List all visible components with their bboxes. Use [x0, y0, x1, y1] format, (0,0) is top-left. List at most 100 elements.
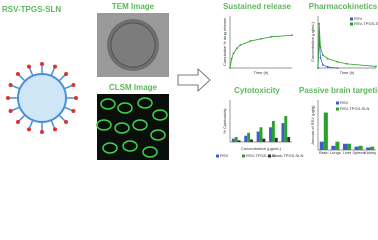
bar: [347, 143, 352, 150]
x-tick-label: Kidney: [364, 150, 376, 155]
spike-tip: [26, 64, 31, 69]
x-axis-label: Time (h): [254, 70, 269, 75]
legend-swatch: [242, 154, 245, 158]
legend-label: Blank-TPGS-SLN: [272, 153, 303, 158]
x-tick-label: Lungs: [330, 150, 341, 155]
clsm-label: CLSM Image: [109, 83, 158, 92]
bar: [271, 121, 275, 142]
bar: [244, 135, 248, 142]
spike-tip: [8, 109, 13, 114]
y-axis-label: % Cytotoxicity: [222, 108, 227, 133]
legend-swatch: [268, 154, 271, 158]
spike-tip: [15, 120, 20, 125]
spike-tip: [26, 127, 31, 132]
bar: [274, 137, 278, 142]
spike-tip: [71, 109, 76, 114]
x-tick-label: Spleen: [352, 150, 364, 155]
spike: [63, 84, 73, 90]
marker: [270, 35, 273, 38]
spike-tip: [74, 96, 78, 100]
marker: [375, 65, 377, 68]
marker: [249, 40, 252, 42]
marker: [239, 44, 242, 47]
x-tick-label: Liver: [343, 150, 352, 155]
spike-tip: [71, 82, 76, 87]
bar: [284, 115, 288, 142]
cell: [132, 119, 148, 131]
y-axis-label: Concentration (µg/mL): [310, 21, 315, 62]
marker: [321, 54, 324, 56]
nanoparticle-title: RSV-TPGS-SLN: [2, 5, 61, 14]
y-axis-label: Amount of RSV (µg/g): [310, 105, 315, 145]
bar: [287, 136, 291, 142]
legend-label: RSV: [340, 100, 349, 105]
spike: [58, 74, 66, 82]
legend-swatch: [350, 17, 353, 21]
marker: [321, 63, 324, 66]
marker: [346, 62, 348, 65]
legend-label: RSV-TPGS-SLN: [354, 21, 378, 26]
marker: [318, 22, 321, 25]
bar: [342, 143, 347, 150]
bar: [366, 147, 371, 150]
spike: [58, 114, 66, 122]
marker: [319, 56, 322, 59]
marker: [317, 67, 319, 69]
bar: [358, 145, 363, 150]
spike-tip: [53, 127, 58, 132]
cell: [122, 140, 138, 152]
spike: [18, 74, 26, 82]
marker: [232, 52, 235, 55]
bar: [259, 127, 263, 142]
cell: [117, 102, 133, 114]
spike: [18, 114, 26, 122]
spike: [63, 106, 73, 112]
bar: [247, 132, 251, 142]
cell: [137, 97, 153, 109]
spike: [50, 67, 56, 77]
tem-label: TEM Image: [112, 2, 155, 11]
legend-swatch: [216, 154, 219, 158]
bar: [370, 146, 375, 150]
spike-tip: [15, 71, 20, 76]
graphical-abstract: RSV-TPGS-SLN TEM Image CLSM Image Sustai…: [2, 2, 378, 160]
bar: [354, 146, 359, 150]
cell: [102, 142, 118, 154]
cell: [152, 109, 168, 121]
chart-title: Sustained release: [223, 2, 292, 11]
bar: [234, 136, 238, 142]
legend-swatch: [336, 101, 339, 105]
marker: [230, 57, 233, 60]
nanoparticle: [6, 62, 78, 134]
spike-tip: [8, 82, 13, 87]
y-axis-label: Cumulative % drug release: [222, 17, 227, 66]
bar: [331, 145, 336, 150]
marker: [319, 46, 322, 49]
bar: [281, 123, 285, 142]
x-tick-label: Brain: [319, 150, 328, 155]
bar: [319, 141, 324, 150]
legend-swatch: [350, 22, 353, 26]
legend-label: RSV-TPGS-SLN: [340, 106, 369, 111]
legend-label: RSV: [354, 16, 363, 21]
line: [317, 23, 377, 69]
cell: [142, 146, 158, 158]
cell: [150, 129, 166, 141]
marker: [336, 67, 339, 69]
marker: [326, 57, 329, 60]
tem-image: [97, 13, 169, 77]
cell: [96, 119, 112, 131]
clsm-image: [96, 94, 169, 160]
spike-tip: [40, 62, 44, 66]
chart-title: Passive brain targeting: [299, 86, 378, 95]
bar: [231, 138, 235, 142]
marker: [291, 34, 293, 37]
legend-swatch: [336, 107, 339, 111]
spike-tip: [6, 96, 10, 100]
legend-label: RSV: [220, 153, 229, 158]
marker: [336, 60, 339, 63]
bar: [269, 127, 272, 142]
legend-label: RSV-TPGS-SLN: [246, 153, 275, 158]
spike: [28, 119, 34, 129]
spike-tip: [64, 120, 69, 125]
